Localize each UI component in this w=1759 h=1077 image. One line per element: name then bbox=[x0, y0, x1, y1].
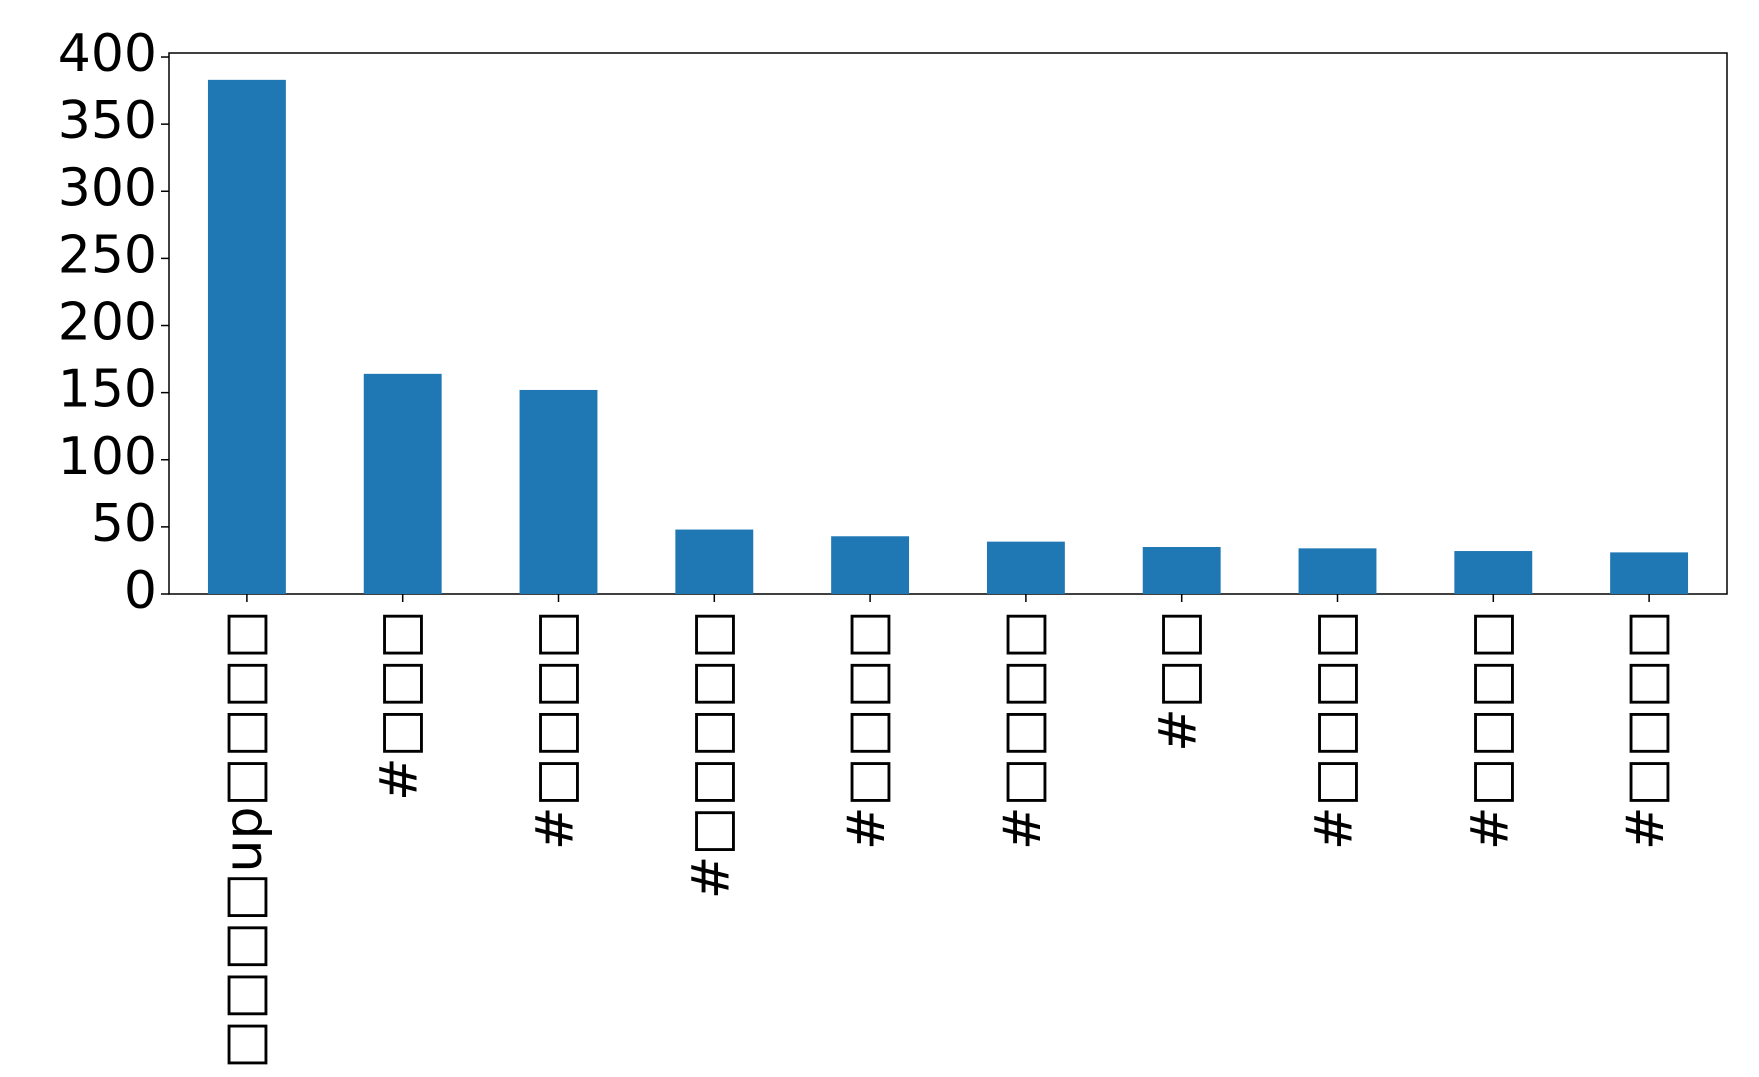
bar bbox=[675, 529, 754, 594]
bar bbox=[1298, 548, 1377, 594]
bar bbox=[831, 536, 910, 594]
x-tick-label: #□□□ bbox=[370, 610, 430, 801]
y-tick-label: 200 bbox=[58, 293, 157, 353]
y-tick-label: 50 bbox=[91, 494, 157, 554]
bar bbox=[986, 541, 1065, 594]
bar bbox=[519, 389, 598, 594]
x-tick-label: #□□□□ bbox=[837, 610, 897, 850]
bar bbox=[1454, 551, 1533, 594]
bar bbox=[363, 373, 442, 594]
x-tick-label: #□□□□ bbox=[1460, 610, 1520, 850]
y-tick-label: 100 bbox=[58, 427, 157, 487]
bar bbox=[1142, 547, 1221, 594]
x-tick-label: #□□□□up□□□□ bbox=[214, 610, 274, 1073]
x-tick-label: #□□□□ bbox=[993, 610, 1053, 850]
y-tick-label: 400 bbox=[58, 24, 157, 84]
y-tick-label: 250 bbox=[58, 225, 157, 285]
y-tick-label: 350 bbox=[58, 91, 157, 151]
axes-frame bbox=[168, 52, 1728, 595]
y-tick-label: 300 bbox=[58, 158, 157, 218]
y-tick-label: 150 bbox=[58, 360, 157, 420]
bar bbox=[1610, 552, 1689, 594]
x-tick-label: #□□□□□ bbox=[681, 610, 741, 899]
bar bbox=[207, 79, 286, 594]
y-tick-label: 0 bbox=[124, 561, 157, 621]
x-tick-label: #□□□□ bbox=[1616, 610, 1676, 850]
x-tick-label: #□□□□ bbox=[526, 610, 586, 850]
x-tick-label: #□□□□ bbox=[1305, 610, 1365, 850]
x-tick-label: #□□ bbox=[1149, 610, 1209, 752]
